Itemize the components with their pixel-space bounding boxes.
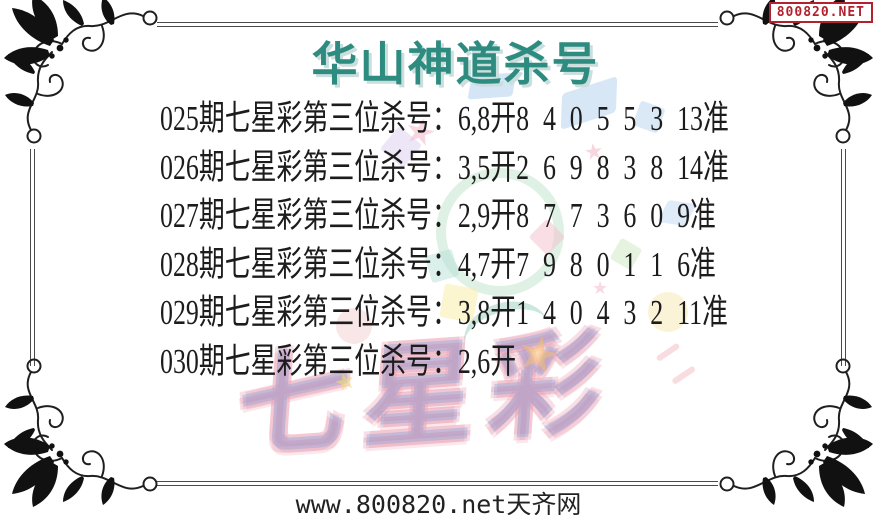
prediction-row-025: 025期七星彩第三位杀号：6,8开8 4 0 5 5 3 13准 [160, 95, 729, 144]
prediction-list: 025期七星彩第三位杀号：6,8开8 4 0 5 5 3 13准 026期七星彩… [160, 95, 877, 386]
row-prefix: 025期七星彩第三位杀号： [160, 99, 458, 138]
kill-numbers: 2,9 [457, 196, 491, 235]
frame-line-bottom [157, 481, 718, 486]
draw-result: 开8 4 0 5 5 3 13准 [490, 99, 729, 138]
row-prefix: 029期七星彩第三位杀号： [160, 293, 458, 332]
row-prefix: 026期七星彩第三位杀号： [160, 147, 458, 187]
kill-numbers: 4,7 [457, 244, 491, 284]
confetti-star: ★ [592, 278, 609, 299]
draw-result: 开 [490, 341, 517, 381]
site-url: www.800820.net天齐网 [295, 490, 582, 515]
prediction-row-028: 028期七星彩第三位杀号：4,7开7 9 8 0 1 1 6准 [160, 241, 729, 290]
kill-numbers: 3,8 [457, 293, 491, 332]
row-prefix: 028期七星彩第三位杀号： [160, 244, 458, 284]
draw-result: 开7 9 8 0 1 1 6准 [490, 244, 716, 284]
kill-numbers: 2,6 [457, 341, 491, 381]
frame-line-right [841, 149, 846, 366]
frame-line-left [30, 149, 35, 366]
page-title: 华山神道杀号 [311, 39, 600, 90]
prediction-row-026: 026期七星彩第三位杀号：3,5开2 6 9 8 3 8 14准 [160, 144, 729, 193]
prediction-row-027: 027期七星彩第三位杀号：2,9开8 7 7 3 6 0 9准 [160, 192, 729, 241]
kill-numbers: 6,8 [457, 99, 491, 138]
prediction-row-030: 030期七星彩第三位杀号：2,6开 [160, 338, 729, 387]
confetti-shape [648, 292, 688, 332]
draw-result: 开1 4 0 4 3 2 11准 [490, 293, 728, 332]
site-badge: 800820.NET [768, 2, 873, 23]
draw-result: 开8 7 7 3 6 0 9准 [490, 196, 716, 235]
row-prefix: 030期七星彩第三位杀号： [160, 341, 458, 381]
frame-line-top [157, 22, 718, 27]
prediction-row-029: 029期七星彩第三位杀号：3,8开1 4 0 4 3 2 11准 [160, 289, 729, 338]
confetti-shape [336, 308, 372, 344]
row-prefix: 027期七星彩第三位杀号： [160, 196, 458, 235]
flourish-corner-bottom-left-icon [3, 358, 158, 508]
draw-result: 开2 6 9 8 3 8 14准 [490, 147, 729, 187]
kill-numbers: 3,5 [457, 147, 491, 187]
